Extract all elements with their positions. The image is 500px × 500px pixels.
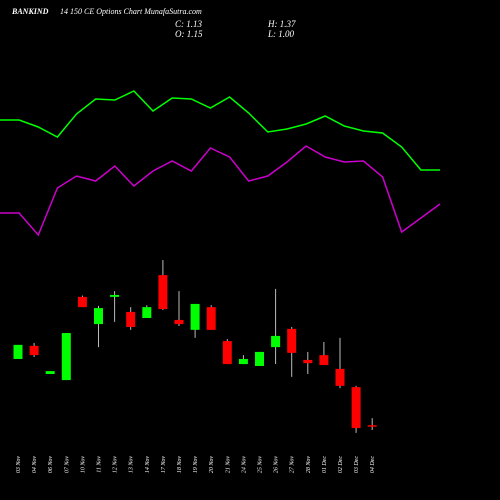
x-tick-label: 06 Nov	[48, 456, 54, 474]
candle-body	[77, 296, 87, 308]
x-tick-label: 25 Nov	[258, 456, 264, 474]
x-tick-label: 20 Nov	[209, 456, 215, 474]
x-tick-label: 27 Nov	[290, 456, 296, 474]
x-tick-label: 17 Nov	[161, 456, 167, 474]
candle-body	[110, 294, 120, 297]
indicator-line	[0, 145, 441, 237]
x-tick-label: 12 Nov	[113, 456, 119, 474]
x-tick-label: 13 Nov	[129, 456, 135, 474]
x-tick-label: 07 Nov	[64, 456, 70, 474]
low-label: L: 1.00	[267, 29, 295, 39]
candle-body	[29, 345, 39, 356]
x-tick-label: 03 Dec	[354, 456, 360, 473]
x-tick-label: 10 Nov	[80, 456, 86, 474]
x-tick-label: 04 Dec	[369, 456, 376, 473]
candle-body	[158, 275, 168, 310]
indicator-line	[0, 90, 440, 171]
candle-body	[351, 387, 361, 429]
candle-body	[367, 425, 377, 427]
close-label: C: 1.13	[175, 19, 203, 29]
candle-body	[303, 359, 313, 364]
x-tick-label: 04 Nov	[31, 456, 38, 474]
candle-body	[13, 344, 23, 359]
candle-body	[222, 341, 232, 365]
candle-body	[335, 368, 345, 386]
chart-subtitle: 14 150 CE Options Chart MunafaSutra.com	[60, 7, 202, 16]
candle-body	[255, 351, 264, 366]
x-tick-label: 26 Nov	[274, 456, 280, 474]
candle-body	[319, 355, 329, 366]
x-tick-label: 14 Nov	[144, 456, 151, 474]
candle-body	[206, 307, 216, 330]
x-tick-label: 02 Dec	[338, 456, 344, 473]
x-tick-label: 28 Nov	[306, 456, 312, 474]
open-label: O: 1.15	[175, 29, 203, 39]
x-tick-label: 18 Nov	[177, 456, 183, 474]
candle-body	[287, 328, 297, 353]
candle-body	[142, 307, 152, 318]
candle-body	[174, 319, 184, 325]
chart-title: BANKIND	[11, 7, 49, 16]
x-tick-label: 11 Nov	[97, 456, 103, 473]
candle-body	[271, 335, 281, 348]
x-tick-label: 24 Nov	[240, 456, 247, 474]
candle-body	[45, 371, 55, 374]
x-tick-label: 03 Nov	[16, 456, 22, 474]
x-tick-label: 01 Dec	[322, 456, 328, 473]
candle-body	[94, 308, 103, 325]
candle-body	[126, 311, 136, 327]
candle-body	[238, 358, 248, 365]
x-tick-label: 21 Nov	[225, 456, 231, 474]
x-tick-label: 19 Nov	[193, 456, 199, 474]
high-label: H: 1.37	[267, 19, 296, 29]
candle-body	[61, 333, 71, 381]
candle-body	[190, 303, 200, 330]
